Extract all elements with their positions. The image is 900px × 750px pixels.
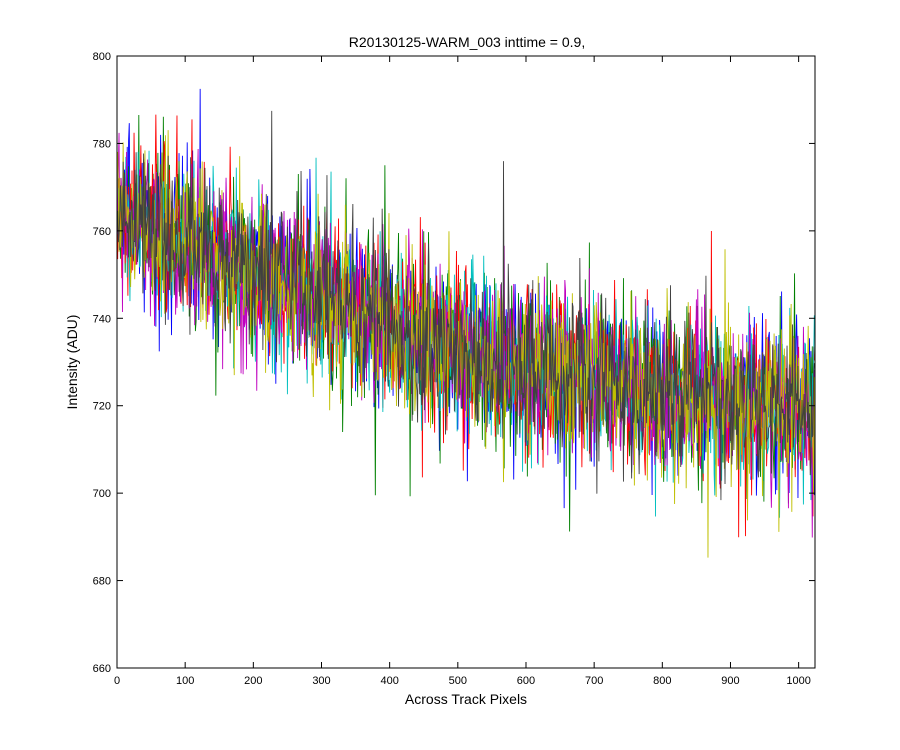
- x-tick-label: 700: [585, 675, 603, 687]
- y-tick-label: 720: [93, 401, 111, 413]
- x-tick-label: 1000: [786, 675, 810, 687]
- x-tick-label: 200: [244, 675, 262, 687]
- x-tick-label: 600: [517, 675, 535, 687]
- y-tick-label: 760: [93, 226, 111, 238]
- x-tick-label: 100: [176, 675, 194, 687]
- y-tick-label: 780: [93, 138, 111, 150]
- y-axis-label: Intensity (ADU): [64, 315, 80, 410]
- x-tick-label: 0: [114, 675, 120, 687]
- axes: 0 100 200 300 400 500 600 700 800 900 1000 660 680 70…: [93, 51, 816, 687]
- axes-box: [116, 55, 816, 669]
- x-tick-label: 800: [653, 675, 671, 687]
- plot-area: [117, 56, 815, 668]
- x-tick-label: 900: [721, 675, 739, 687]
- y-tick-label: 800: [93, 51, 111, 63]
- y-tick-label: 700: [93, 488, 111, 500]
- x-tick-label: 500: [449, 675, 467, 687]
- series-layer: [117, 88, 815, 558]
- y-tick-label: 660: [93, 663, 111, 675]
- y-tick-label: 740: [93, 313, 111, 325]
- x-axis-label: Across Track Pixels: [405, 691, 527, 707]
- y-tick-label: 680: [93, 576, 111, 588]
- chart-title: R20130125-WARM_003 inttime = 0.9,: [349, 34, 585, 50]
- x-tick-label: 400: [380, 675, 398, 687]
- x-tick-label: 300: [312, 675, 330, 687]
- series-line-7: [117, 110, 815, 501]
